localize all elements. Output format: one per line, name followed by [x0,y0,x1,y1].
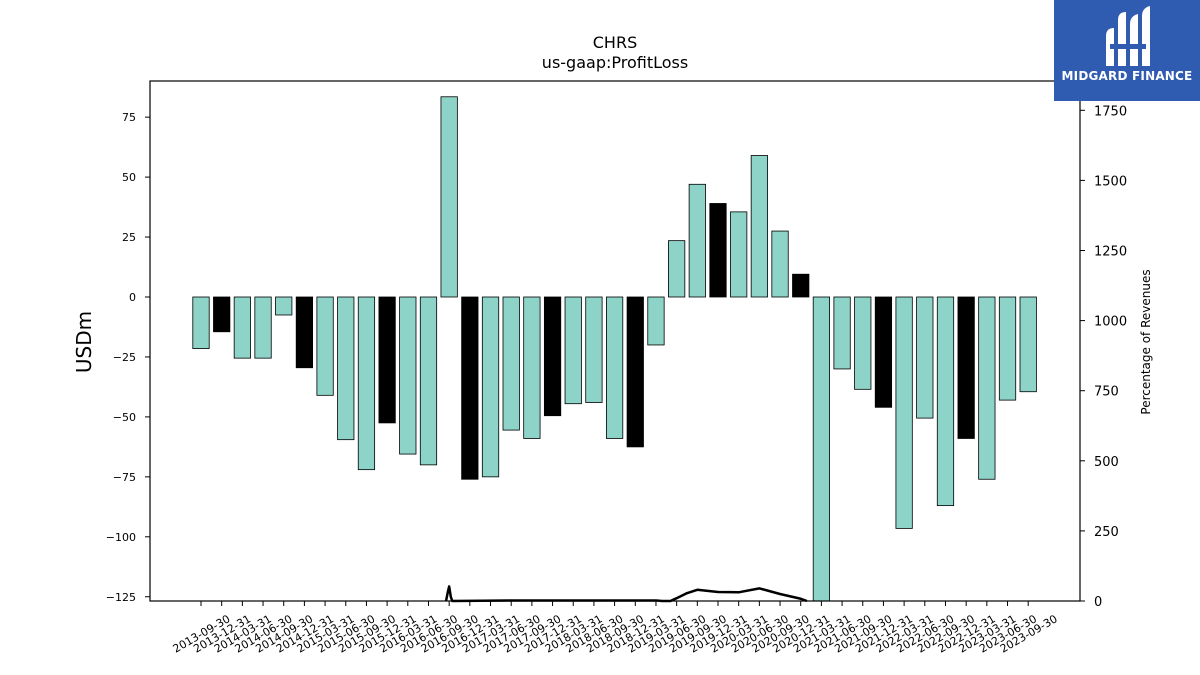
bar-2019-06-30 [668,240,686,298]
logo-text: MIDGARD FINANCE [1061,69,1193,83]
bar-2023-09-30 [1019,296,1037,393]
bar-2019-12-31 [709,203,727,298]
logo: MIDGARD FINANCE [1054,0,1200,101]
y2-tick-label: 1250 [1094,245,1127,260]
y-tick-label: −75 [113,471,136,484]
bar-2016-06-30 [419,296,438,466]
bar-2018-03-31 [564,296,582,405]
bar-2022-09-30 [936,296,955,507]
y2-tick-label: 1000 [1094,315,1127,330]
chart-title: CHRS [593,33,637,52]
axes-group: 7550250−25−50−75−100−1251750150012501000… [106,80,1127,656]
bar-2018-09-30 [606,296,624,439]
bar-2017-12-31 [543,296,562,417]
bar-2021-09-30 [854,296,872,390]
y2-tick-label: 1750 [1094,104,1127,119]
y2-tick-label: 500 [1094,455,1119,470]
bar-2015-03-31 [316,296,334,396]
percentage-of-revenues-line [444,585,808,603]
bar-2023-06-30 [998,296,1017,401]
bar-2016-09-30 [440,96,458,298]
y2-axis-label: Percentage of Revenues [1139,269,1153,414]
y-axis-label: USDm [72,311,96,373]
y2-tick-label: 0 [1094,595,1102,610]
y2-tick-label: 750 [1094,385,1119,400]
bar-2016-03-31 [399,296,417,455]
y-tick-label: 50 [122,171,136,184]
y-tick-label: 25 [122,231,136,244]
y-tick-label: −100 [106,531,136,544]
bar-2015-06-30 [337,296,355,441]
bar-2021-12-31 [874,296,893,408]
bar-2014-06-30 [254,296,272,359]
chart-subtitle: us-gaap:ProfitLoss [542,53,688,72]
bar-2017-03-31 [481,296,500,478]
bar-2014-03-31 [233,296,251,359]
y2-tick-label: 250 [1094,525,1119,540]
bar-2018-12-31 [626,296,644,448]
y-tick-label: −125 [106,591,136,604]
bar-2015-09-30 [357,296,376,471]
y-tick-label: 0 [129,291,136,304]
bar-2020-06-30 [750,155,768,298]
bar-2022-03-31 [895,296,913,529]
bar-2020-12-31 [792,273,810,298]
bar-2014-12-31 [295,296,314,369]
y-tick-label: −50 [113,411,136,424]
bar-2020-03-31 [730,211,748,298]
y-tick-label: 75 [122,111,136,124]
bar-2018-06-30 [585,296,603,403]
bar-2021-03-31 [812,296,831,602]
bar-2021-06-30 [833,296,851,370]
bar-2013-09-30 [192,296,210,349]
bar-2013-12-31 [213,296,231,333]
bar-2017-09-30 [523,296,541,439]
bar-2020-09-30 [771,230,789,298]
y2-tick-label: 1500 [1094,174,1127,189]
bar-2023-03-31 [978,296,996,480]
bar-2017-06-30 [502,296,520,431]
bar-2022-12-31 [957,296,975,439]
bar-2019-09-30 [688,183,706,298]
bar-2019-03-31 [647,296,665,346]
bars-group [192,96,1037,602]
bar-2016-12-31 [461,296,479,480]
midgard-logo-icon [1106,6,1150,66]
bar-2015-12-31 [378,296,396,424]
bar-2014-09-30 [275,296,293,316]
y-tick-label: −25 [113,351,136,364]
line-layer [444,585,808,603]
bar-2022-06-30 [916,296,934,419]
